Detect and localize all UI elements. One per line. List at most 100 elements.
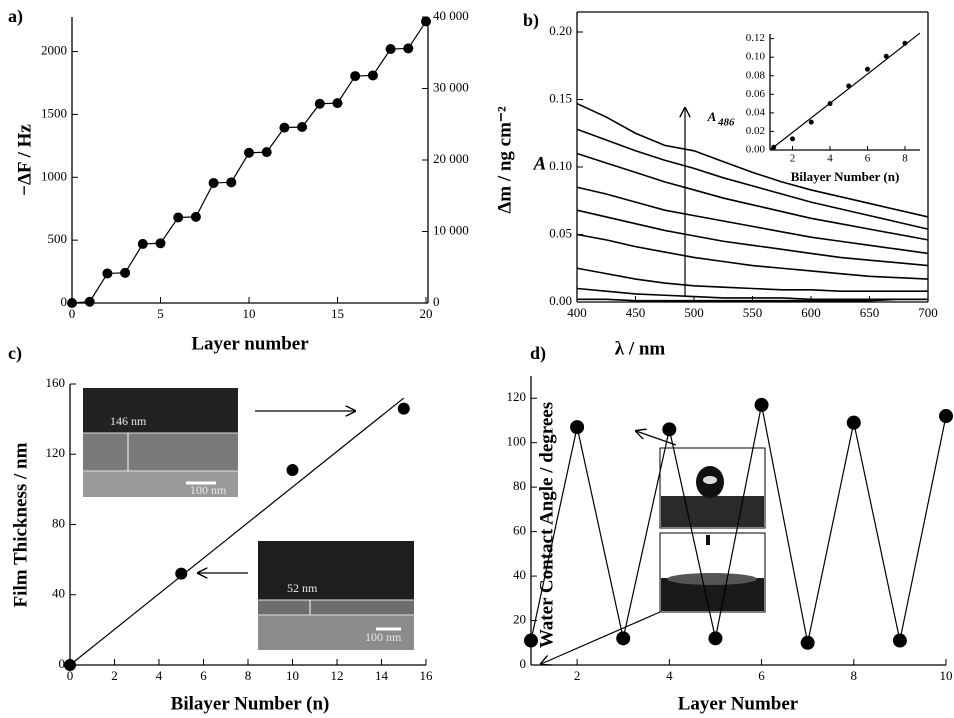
data-point — [846, 83, 852, 89]
y-axis-label: A — [533, 153, 547, 174]
panel-label: c) — [8, 343, 22, 364]
x-tick-label: 10 — [940, 668, 953, 683]
y-tick-label: 0.10 — [549, 158, 572, 173]
x-tick-label: 16 — [420, 668, 434, 683]
data-point — [827, 101, 833, 107]
data-point — [332, 98, 343, 109]
data-point — [865, 66, 870, 72]
y-tick-label: 0.05 — [549, 225, 572, 240]
data-point — [421, 16, 431, 27]
series-line — [530, 404, 947, 643]
series-line — [576, 267, 928, 292]
panel-label: a) — [8, 6, 23, 27]
y-tick-label: 1000 — [41, 168, 67, 183]
y-tick-label: 160 — [46, 375, 66, 390]
fit-line — [69, 397, 405, 666]
x-tick-label: 600 — [801, 305, 821, 320]
annotation: 52 nm — [287, 581, 318, 595]
data-point — [385, 44, 396, 55]
y2-tick-label: 20 000 — [433, 151, 469, 166]
y-tick-label: 1500 — [41, 105, 67, 120]
data-point — [570, 420, 585, 435]
y-tick-label: 0.08 — [746, 69, 766, 81]
y-tick-label: 500 — [48, 231, 68, 246]
data-point — [367, 70, 378, 81]
data-point — [64, 659, 76, 671]
y-tick-label: 40 — [52, 586, 65, 601]
x-tick-label: 0 — [67, 668, 74, 683]
y-tick-label: 80 — [52, 515, 65, 530]
y-tick-label: 60 — [513, 523, 526, 538]
series-line — [576, 233, 929, 280]
series-line — [576, 102, 929, 218]
fit-line — [769, 32, 921, 151]
y-tick-label: 20 — [513, 612, 526, 627]
y-tick-label: 0 — [59, 656, 66, 671]
data-point — [244, 147, 254, 158]
series-line — [576, 287, 928, 301]
x-tick-label: 10 — [286, 668, 299, 683]
y-tick-label: 80 — [513, 478, 526, 493]
data-point — [173, 212, 184, 223]
series-line — [576, 186, 929, 255]
x-tick-label: 6 — [758, 668, 765, 683]
data-point — [397, 402, 410, 415]
x-tick-label: 14 — [375, 668, 389, 683]
data-point — [939, 409, 953, 424]
data-point — [403, 43, 414, 54]
data-point — [754, 397, 769, 412]
x-axis-label: Layer Number — [678, 693, 799, 714]
data-point — [175, 567, 188, 580]
y-tick-label: 0 — [61, 294, 68, 309]
x-tick-label: 5 — [157, 306, 164, 321]
x-axis-label: Bilayer Number (n) — [791, 169, 900, 184]
annotation: 146 nm — [110, 414, 147, 428]
y-axis-label: Water Contact Angle / degrees — [536, 402, 557, 648]
data-point — [190, 211, 201, 222]
data-point — [902, 40, 908, 46]
y-tick-label: 0.00 — [746, 144, 766, 156]
x-axis-label: Bilayer Number (n) — [171, 693, 330, 714]
data-point — [102, 268, 113, 279]
data-point — [883, 53, 889, 59]
x-tick-label: 6 — [200, 668, 207, 683]
y-tick-label: 0.12 — [746, 32, 765, 44]
y2-axis-label: Δm / ng cm⁻² — [494, 106, 515, 214]
x-tick-label: 8 — [245, 668, 252, 683]
droplet-image-bottom — [659, 532, 766, 613]
y-tick-label: 0.10 — [746, 51, 766, 63]
series-line — [577, 298, 928, 302]
x-tick-label: 400 — [567, 305, 587, 320]
data-point — [771, 144, 777, 150]
y2-tick-label: 30 000 — [433, 79, 469, 94]
data-point — [67, 298, 77, 308]
data-point — [208, 177, 219, 188]
series-line — [576, 128, 929, 230]
x-tick-label: 10 — [243, 306, 256, 321]
x-tick-label: 12 — [331, 668, 344, 683]
x-tick-label: 550 — [743, 305, 763, 320]
annotation: 100 nm — [365, 630, 402, 644]
data-point — [226, 177, 237, 188]
data-point — [297, 122, 308, 132]
data-point — [350, 71, 361, 82]
y-tick-label: 0 — [520, 656, 527, 671]
y2-tick-label: 0 — [433, 294, 440, 309]
sem-image-bottom — [258, 541, 414, 650]
x-tick-label: 4 — [827, 153, 833, 165]
y-tick-label: 40 — [513, 567, 526, 582]
data-point — [846, 415, 861, 430]
data-point — [790, 136, 795, 142]
data-point — [314, 98, 325, 109]
data-point — [662, 422, 677, 437]
y-tick-label: 120 — [507, 389, 527, 404]
data-point — [708, 631, 723, 646]
y-tick-label: 0.02 — [746, 125, 765, 137]
x-tick-label: 4 — [666, 668, 673, 683]
y2-tick-label: 10 000 — [433, 222, 469, 237]
x-tick-label: 2 — [790, 153, 796, 165]
x-tick-label: 15 — [331, 306, 344, 321]
y2-tick-label: 40 000 — [433, 8, 469, 23]
